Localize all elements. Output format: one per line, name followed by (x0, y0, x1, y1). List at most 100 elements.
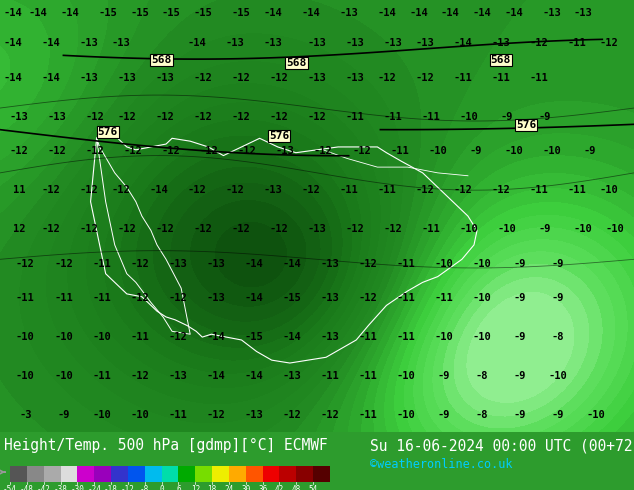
Text: -13: -13 (320, 259, 339, 269)
Text: -10: -10 (434, 259, 453, 269)
Text: -13: -13 (307, 38, 327, 48)
Text: -12: -12 (599, 38, 618, 48)
Text: -9: -9 (583, 146, 596, 156)
Text: -12: -12 (346, 224, 365, 234)
Text: -14: -14 (453, 38, 472, 48)
Text: -12: -12 (54, 259, 73, 269)
Text: -12: -12 (124, 146, 143, 156)
Text: -11: -11 (396, 293, 415, 303)
Bar (313, 466, 330, 482)
Text: 36: 36 (258, 485, 268, 490)
Text: -10: -10 (586, 410, 605, 420)
Text: -18: -18 (104, 485, 118, 490)
Text: -12: -12 (200, 146, 219, 156)
Text: -54: -54 (3, 485, 17, 490)
Text: -12: -12 (377, 73, 396, 83)
Text: -12: -12 (307, 112, 327, 122)
Text: -12: -12 (529, 38, 548, 48)
Text: -11: -11 (130, 332, 149, 342)
Text: -11: -11 (358, 371, 377, 381)
Text: -12: -12 (155, 224, 174, 234)
Text: -9: -9 (514, 293, 526, 303)
Text: -11: -11 (346, 112, 365, 122)
Text: -12: -12 (10, 146, 29, 156)
Text: -11: -11 (422, 112, 441, 122)
Text: -10: -10 (548, 371, 567, 381)
Text: -11: -11 (168, 410, 187, 420)
Text: -13: -13 (111, 38, 130, 48)
Text: -12: -12 (269, 73, 288, 83)
Text: -9: -9 (514, 410, 526, 420)
Text: -11: -11 (384, 112, 403, 122)
Text: -11: -11 (16, 293, 35, 303)
Text: -10: -10 (396, 371, 415, 381)
Bar (178, 466, 195, 482)
Text: -15: -15 (282, 293, 301, 303)
Text: -15: -15 (193, 8, 212, 18)
Text: -12: -12 (231, 73, 250, 83)
Text: -9: -9 (501, 112, 514, 122)
Text: -12: -12 (358, 259, 377, 269)
Bar (246, 466, 262, 482)
Text: -15: -15 (98, 8, 117, 18)
Text: -13: -13 (282, 371, 301, 381)
Text: -13: -13 (574, 8, 593, 18)
Text: -15: -15 (162, 8, 181, 18)
Text: -9: -9 (539, 112, 552, 122)
Text: -10: -10 (498, 224, 517, 234)
Text: Height/Temp. 500 hPa [gdmp][°C] ECMWF: Height/Temp. 500 hPa [gdmp][°C] ECMWF (4, 438, 328, 453)
Text: -12: -12 (384, 224, 403, 234)
Text: -12: -12 (187, 185, 206, 195)
Text: -11: -11 (396, 332, 415, 342)
Text: -8: -8 (476, 410, 488, 420)
Text: -11: -11 (434, 293, 453, 303)
Text: -12: -12 (269, 112, 288, 122)
Text: -13: -13 (276, 146, 295, 156)
Text: -10: -10 (574, 224, 593, 234)
Text: -14: -14 (3, 73, 22, 83)
Text: 48: 48 (292, 485, 301, 490)
Text: 12: 12 (191, 485, 200, 490)
Text: -11: -11 (377, 185, 396, 195)
Text: -14: -14 (377, 8, 396, 18)
Text: -9: -9 (552, 259, 564, 269)
Text: -14: -14 (244, 371, 263, 381)
Text: -15: -15 (130, 8, 149, 18)
Text: -9: -9 (514, 259, 526, 269)
Text: -12: -12 (453, 185, 472, 195)
Text: -10: -10 (460, 224, 479, 234)
Text: -14: -14 (29, 8, 48, 18)
Text: -14: -14 (409, 8, 428, 18)
Text: -14: -14 (441, 8, 460, 18)
Text: -13: -13 (225, 38, 244, 48)
Text: -10: -10 (16, 371, 35, 381)
Text: -13: -13 (10, 112, 29, 122)
Text: -10: -10 (16, 332, 35, 342)
Text: -12: -12 (86, 112, 105, 122)
Text: -13: -13 (320, 332, 339, 342)
Text: -10: -10 (599, 185, 618, 195)
Text: -8: -8 (552, 332, 564, 342)
Bar (128, 466, 145, 482)
Text: -13: -13 (168, 371, 187, 381)
Text: -13: -13 (307, 224, 327, 234)
Text: -13: -13 (320, 293, 339, 303)
Text: -24: -24 (87, 485, 101, 490)
Text: -12: -12 (206, 410, 225, 420)
Text: -9: -9 (514, 371, 526, 381)
Bar (212, 466, 229, 482)
Text: -14: -14 (3, 8, 22, 18)
Text: -11: -11 (358, 410, 377, 420)
Text: 576: 576 (98, 127, 118, 137)
Text: -9: -9 (552, 410, 564, 420)
Bar (195, 466, 212, 482)
Text: -11: -11 (339, 185, 358, 195)
Text: -14: -14 (244, 293, 263, 303)
Text: -10: -10 (605, 224, 624, 234)
Text: -14: -14 (282, 332, 301, 342)
Text: -11: -11 (358, 332, 377, 342)
Text: -12: -12 (130, 371, 149, 381)
Text: -10: -10 (428, 146, 447, 156)
Text: -12: -12 (301, 185, 320, 195)
Text: -12: -12 (193, 73, 212, 83)
